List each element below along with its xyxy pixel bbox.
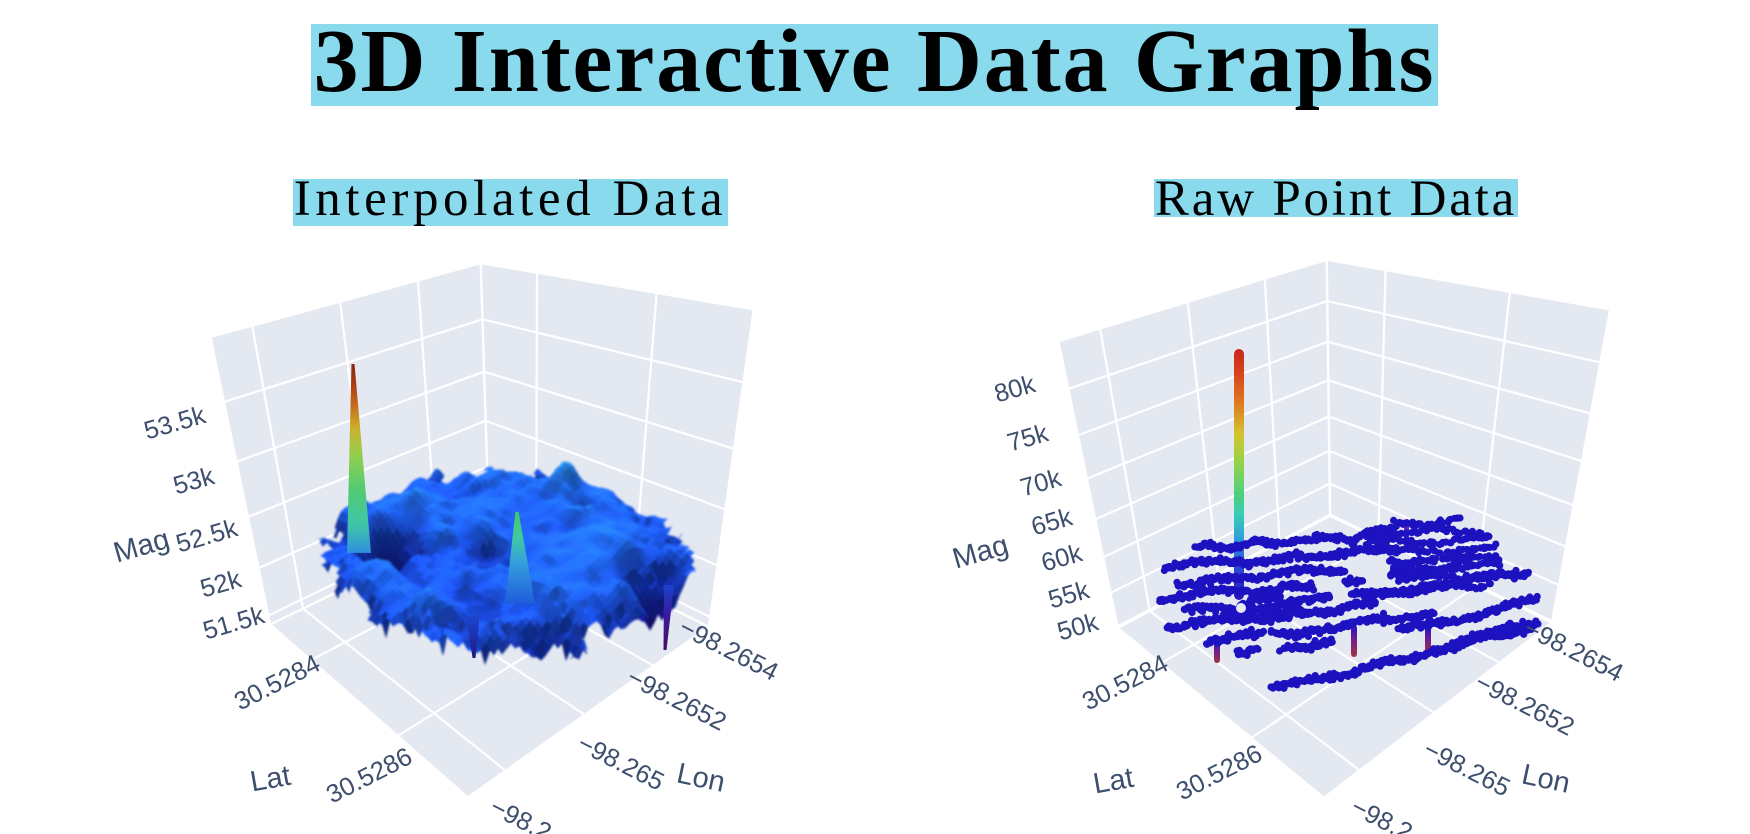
svg-text:30.5286: 30.5286 [1172, 739, 1267, 806]
svg-text:Lon: Lon [674, 758, 728, 799]
svg-text:−98.265: −98.265 [1419, 735, 1514, 802]
svg-text:30.5284: 30.5284 [1078, 649, 1173, 716]
svg-text:50k: 50k [1054, 608, 1101, 646]
svg-text:−98.2: −98.2 [486, 793, 556, 834]
svg-text:Mag: Mag [949, 529, 1012, 575]
svg-text:80k: 80k [991, 370, 1038, 408]
svg-text:30.5284: 30.5284 [230, 649, 325, 716]
svg-text:70k: 70k [1017, 464, 1064, 502]
svg-text:30.5286: 30.5286 [322, 742, 417, 809]
svg-text:Lon: Lon [1519, 759, 1573, 800]
svg-text:−98.265: −98.265 [573, 729, 668, 796]
svg-text:−98.2654: −98.2654 [675, 613, 783, 687]
svg-text:75k: 75k [1004, 419, 1051, 457]
svg-text:60k: 60k [1038, 539, 1085, 577]
svg-text:−98.2652: −98.2652 [623, 663, 731, 737]
svg-text:Lat: Lat [1091, 762, 1136, 801]
svg-text:51.5k: 51.5k [200, 601, 268, 645]
svg-text:52k: 52k [197, 565, 244, 603]
svg-text:53.5k: 53.5k [141, 401, 209, 445]
svg-text:55k: 55k [1045, 576, 1092, 614]
svg-text:−98.2654: −98.2654 [1520, 614, 1628, 688]
svg-text:53k: 53k [170, 462, 217, 500]
svg-text:52.5k: 52.5k [173, 514, 241, 558]
svg-text:Lat: Lat [248, 760, 293, 799]
svg-text:−98.2652: −98.2652 [1471, 668, 1579, 742]
svg-text:65k: 65k [1028, 503, 1075, 541]
svg-text:−98.2: −98.2 [1347, 793, 1417, 834]
svg-text:Mag: Mag [110, 523, 173, 569]
